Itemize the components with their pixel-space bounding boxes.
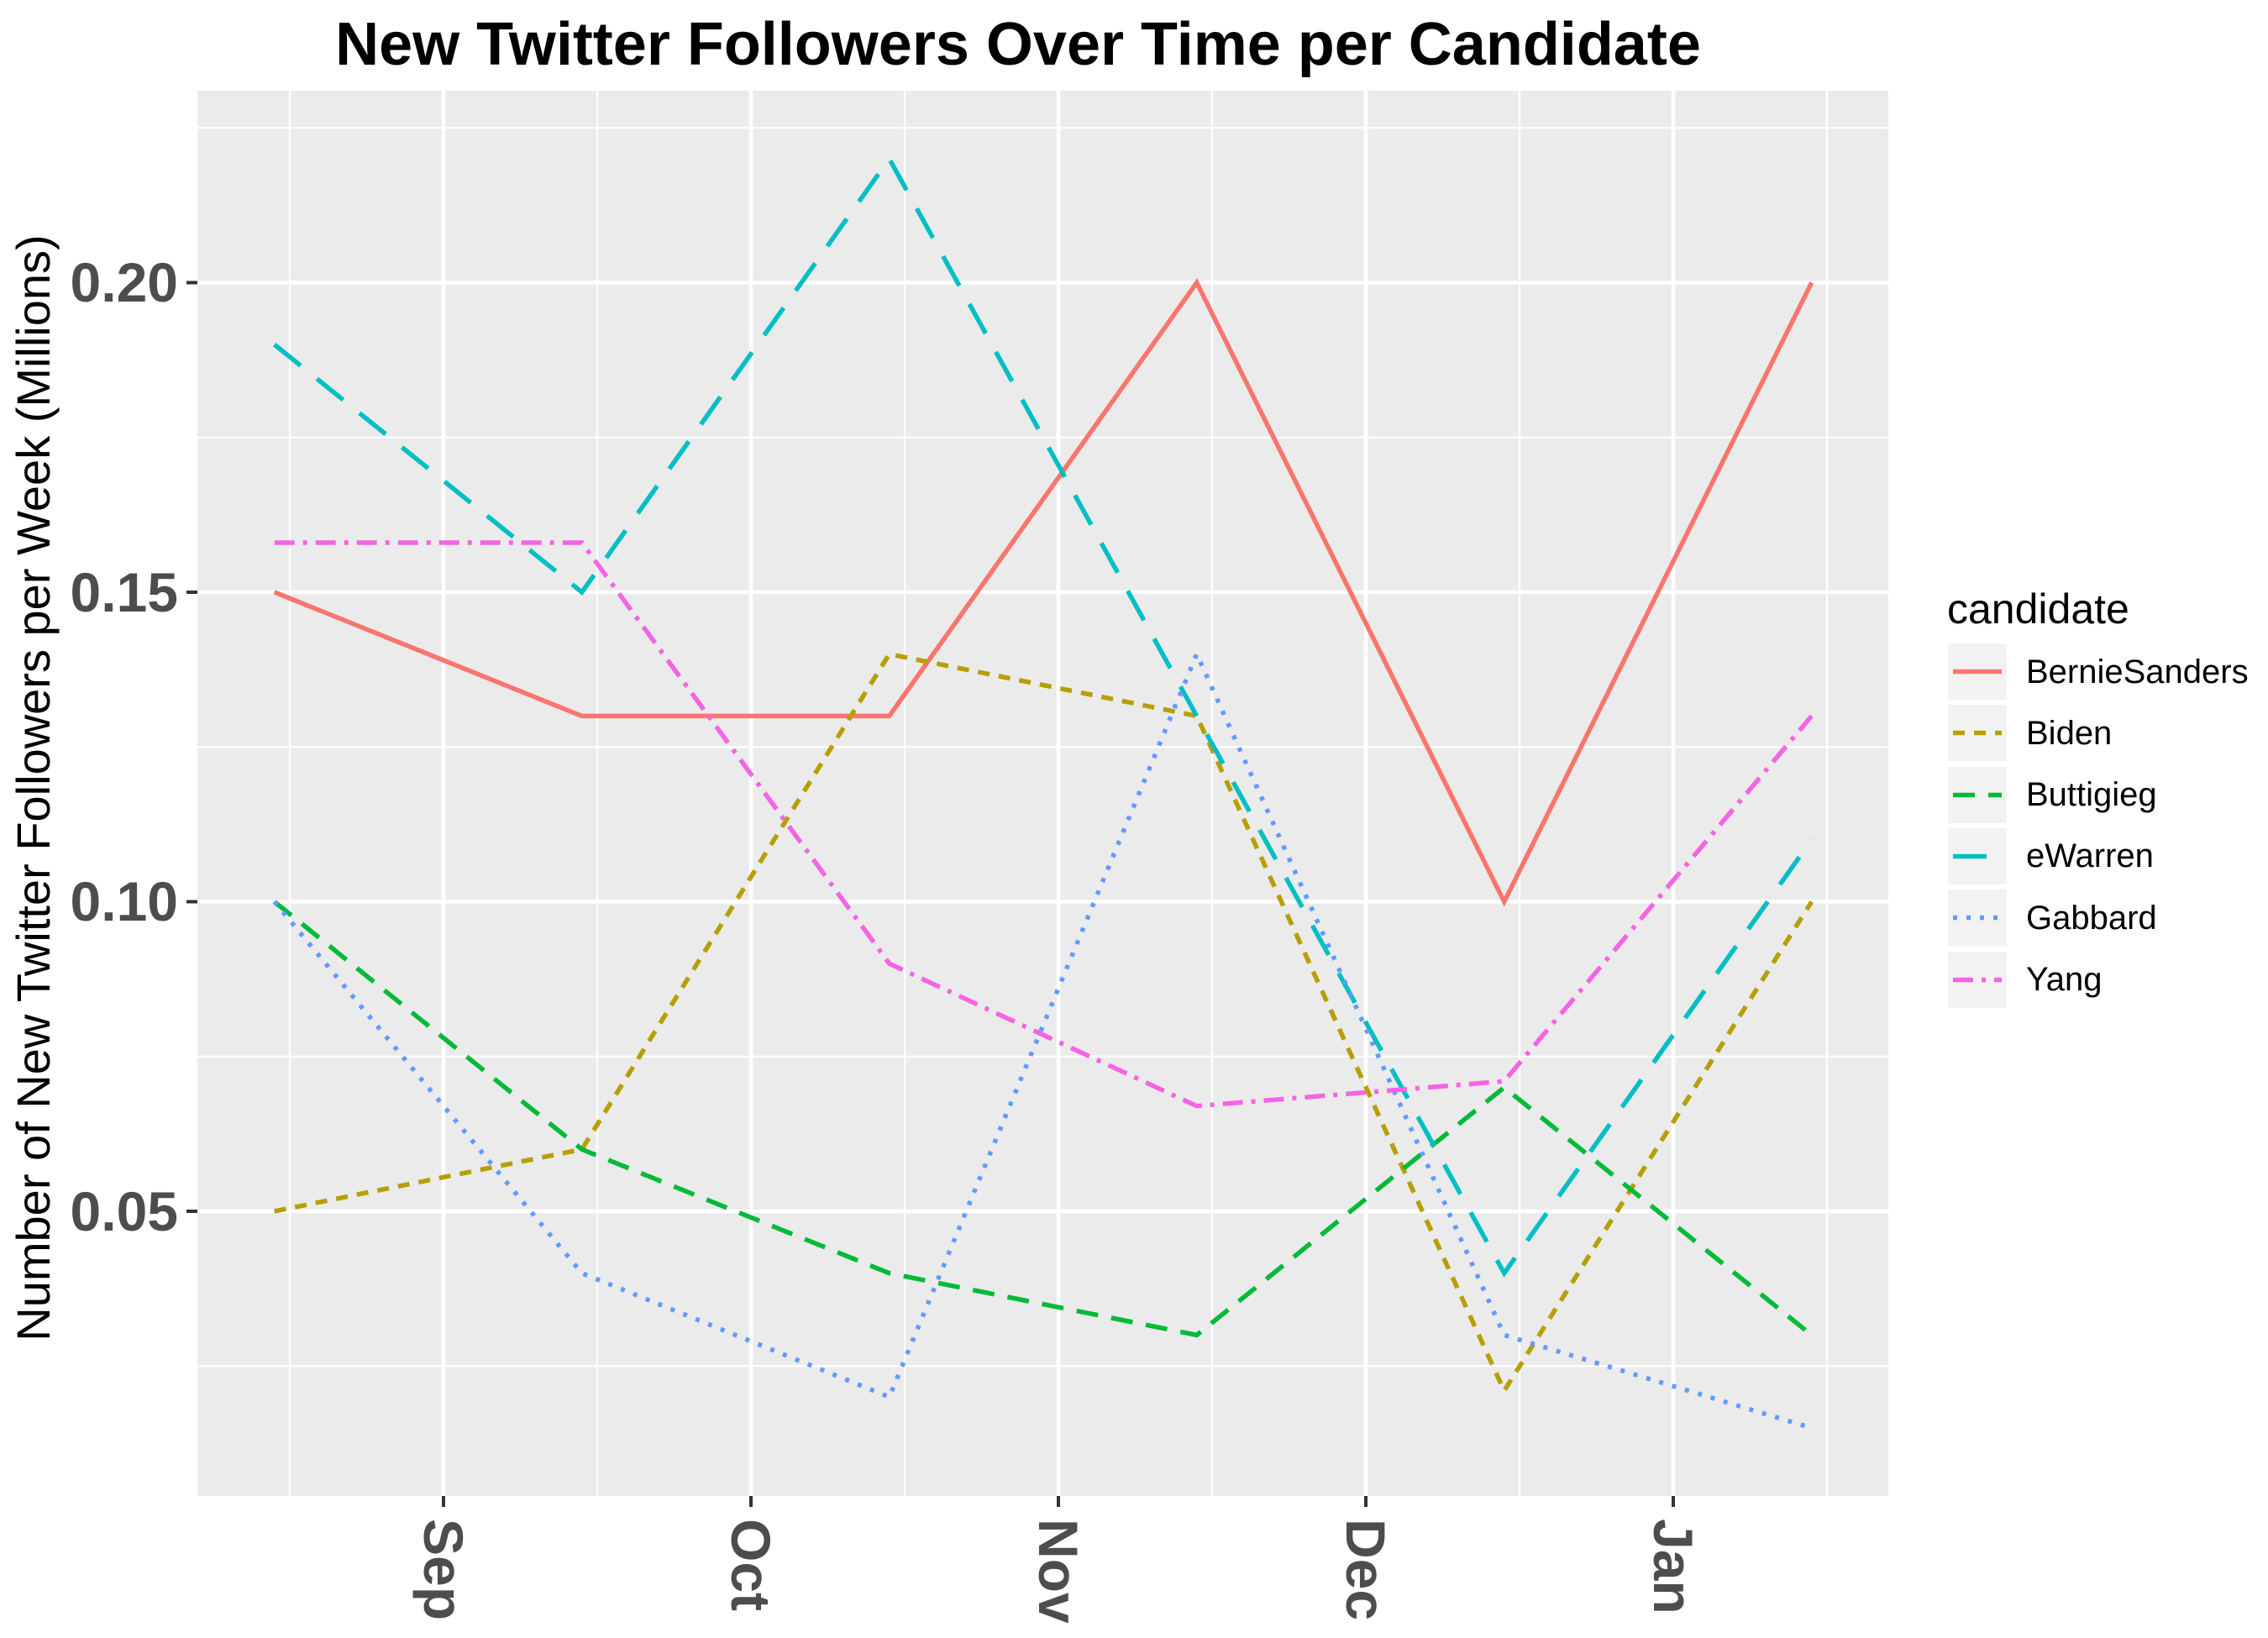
series-line-berniesanders: [273, 278, 1814, 907]
panel-background: [197, 91, 1888, 1496]
legend-key-buttigieg: [1948, 766, 2007, 823]
x-tick-label-sep: Sep: [412, 1519, 475, 1621]
series-line-biden: [274, 651, 1814, 1396]
x-tick-label-nov: Nov: [1027, 1519, 1089, 1624]
series-line-ewarren: [272, 154, 1814, 1278]
y-tick-label-0.05: 0.05: [70, 1179, 178, 1242]
y-tick-label-0.20: 0.20: [70, 251, 178, 314]
legend-label-ewarren: eWarren: [2026, 837, 2154, 875]
legend-label-berniesanders: BernieSanders: [2026, 653, 2249, 690]
legend-label-biden: Biden: [2026, 714, 2113, 752]
x-tick-label-dec: Dec: [1335, 1519, 1397, 1621]
legend-key-line-icon: [1953, 853, 2002, 859]
legend-key-line-icon: [1953, 915, 2002, 921]
x-tick-label-oct: Oct: [720, 1519, 782, 1612]
legend-key-line-icon: [1953, 731, 2002, 736]
series-line-yang: [274, 540, 1814, 1109]
y-tick-label-0.10: 0.10: [70, 870, 178, 933]
legend-key-ewarren: [1948, 827, 2007, 885]
legend-key-biden: [1948, 705, 2007, 762]
legend-key-gabbard: [1948, 890, 2007, 947]
legend-key-berniesanders: [1948, 643, 2007, 700]
legend-label-buttigieg: Buttigieg: [2026, 776, 2157, 814]
series-line-buttigieg: [272, 900, 1814, 1338]
legend-key-line-icon: [1953, 977, 2002, 982]
legend-label-gabbard: Gabbard: [2026, 899, 2157, 937]
page-title: New Twitter Followers Over Time per Cand…: [335, 11, 1701, 78]
legend-key-line-icon: [1953, 792, 2002, 797]
x-tick-label-jan: Jan: [1642, 1519, 1704, 1614]
legend-label-yang: Yang: [2026, 961, 2103, 998]
legend-key-line-icon: [1953, 669, 2002, 675]
legend-title: candidate: [1947, 585, 2129, 633]
legend-key-yang: [1948, 951, 2007, 1008]
y-tick-label-0.15: 0.15: [70, 560, 178, 623]
